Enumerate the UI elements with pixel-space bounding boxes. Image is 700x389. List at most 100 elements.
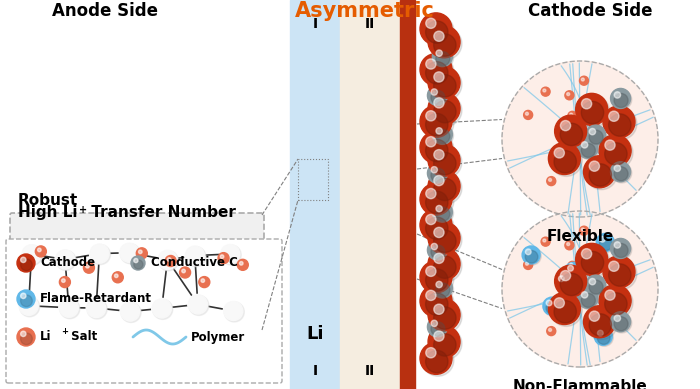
Circle shape xyxy=(554,300,576,323)
Text: Anode Side: Anode Side xyxy=(52,2,158,20)
Circle shape xyxy=(434,152,456,175)
Circle shape xyxy=(431,320,438,327)
Circle shape xyxy=(589,280,603,294)
Text: High Li: High Li xyxy=(18,205,78,220)
Circle shape xyxy=(589,314,612,336)
Circle shape xyxy=(19,296,38,316)
Circle shape xyxy=(430,224,462,256)
Circle shape xyxy=(565,241,574,250)
Circle shape xyxy=(422,107,454,139)
Circle shape xyxy=(186,246,204,265)
Circle shape xyxy=(581,293,590,302)
Circle shape xyxy=(567,93,570,96)
Circle shape xyxy=(543,297,561,315)
Circle shape xyxy=(596,100,600,103)
Circle shape xyxy=(579,289,599,310)
Circle shape xyxy=(434,31,444,41)
Circle shape xyxy=(55,249,75,270)
Circle shape xyxy=(581,293,595,307)
Circle shape xyxy=(153,300,173,319)
Circle shape xyxy=(543,239,546,242)
Circle shape xyxy=(426,139,448,162)
Circle shape xyxy=(587,276,607,296)
Circle shape xyxy=(578,245,610,277)
Circle shape xyxy=(433,279,454,299)
Circle shape xyxy=(586,125,606,145)
Circle shape xyxy=(605,293,627,315)
Circle shape xyxy=(60,299,80,319)
Circle shape xyxy=(199,277,210,287)
Circle shape xyxy=(434,100,456,123)
Circle shape xyxy=(428,87,449,107)
Circle shape xyxy=(610,88,631,109)
Circle shape xyxy=(436,128,442,134)
Circle shape xyxy=(568,265,573,271)
Circle shape xyxy=(90,244,109,263)
Circle shape xyxy=(580,297,583,300)
Circle shape xyxy=(541,87,550,96)
Circle shape xyxy=(428,144,460,176)
Text: Cathode Side: Cathode Side xyxy=(528,2,652,20)
Circle shape xyxy=(119,243,139,263)
Circle shape xyxy=(420,54,452,86)
Circle shape xyxy=(422,211,454,243)
Circle shape xyxy=(433,124,452,144)
Text: I: I xyxy=(312,17,318,31)
Text: Cathode: Cathode xyxy=(40,256,95,270)
Text: Conductive C: Conductive C xyxy=(151,256,238,270)
Circle shape xyxy=(431,91,445,105)
Circle shape xyxy=(612,240,632,259)
Circle shape xyxy=(605,290,615,300)
Circle shape xyxy=(87,298,106,317)
Circle shape xyxy=(165,256,176,266)
Circle shape xyxy=(596,233,615,251)
Circle shape xyxy=(589,130,603,144)
Circle shape xyxy=(431,89,438,95)
Circle shape xyxy=(554,148,564,158)
Circle shape xyxy=(426,269,448,291)
Circle shape xyxy=(575,93,608,125)
Bar xyxy=(290,0,340,389)
Circle shape xyxy=(554,115,587,147)
Circle shape xyxy=(434,175,444,186)
Circle shape xyxy=(434,253,444,263)
Circle shape xyxy=(599,238,612,251)
Circle shape xyxy=(420,105,452,137)
Circle shape xyxy=(434,230,456,252)
Circle shape xyxy=(585,308,617,340)
Circle shape xyxy=(90,245,111,265)
Circle shape xyxy=(431,322,445,336)
Circle shape xyxy=(547,327,556,336)
Circle shape xyxy=(430,28,462,60)
Circle shape xyxy=(526,262,528,265)
Circle shape xyxy=(522,246,540,264)
Circle shape xyxy=(426,350,448,373)
Circle shape xyxy=(603,106,635,138)
Circle shape xyxy=(523,247,541,265)
Circle shape xyxy=(560,273,582,296)
Circle shape xyxy=(167,258,171,261)
Circle shape xyxy=(543,89,546,92)
Circle shape xyxy=(420,261,452,293)
Bar xyxy=(340,0,400,389)
Circle shape xyxy=(575,244,608,275)
Circle shape xyxy=(120,243,139,262)
Circle shape xyxy=(426,217,448,240)
Circle shape xyxy=(502,61,658,217)
Circle shape xyxy=(430,68,462,100)
Circle shape xyxy=(584,156,615,188)
Circle shape xyxy=(611,306,615,309)
Circle shape xyxy=(611,156,615,159)
Circle shape xyxy=(526,249,531,255)
Circle shape xyxy=(612,313,632,333)
Circle shape xyxy=(218,252,229,264)
Circle shape xyxy=(83,262,94,273)
Circle shape xyxy=(112,272,123,283)
Circle shape xyxy=(436,52,450,66)
Circle shape xyxy=(35,246,46,257)
Circle shape xyxy=(605,143,627,165)
Circle shape xyxy=(186,247,206,266)
Circle shape xyxy=(582,99,591,109)
Circle shape xyxy=(567,243,570,245)
Circle shape xyxy=(182,269,186,273)
